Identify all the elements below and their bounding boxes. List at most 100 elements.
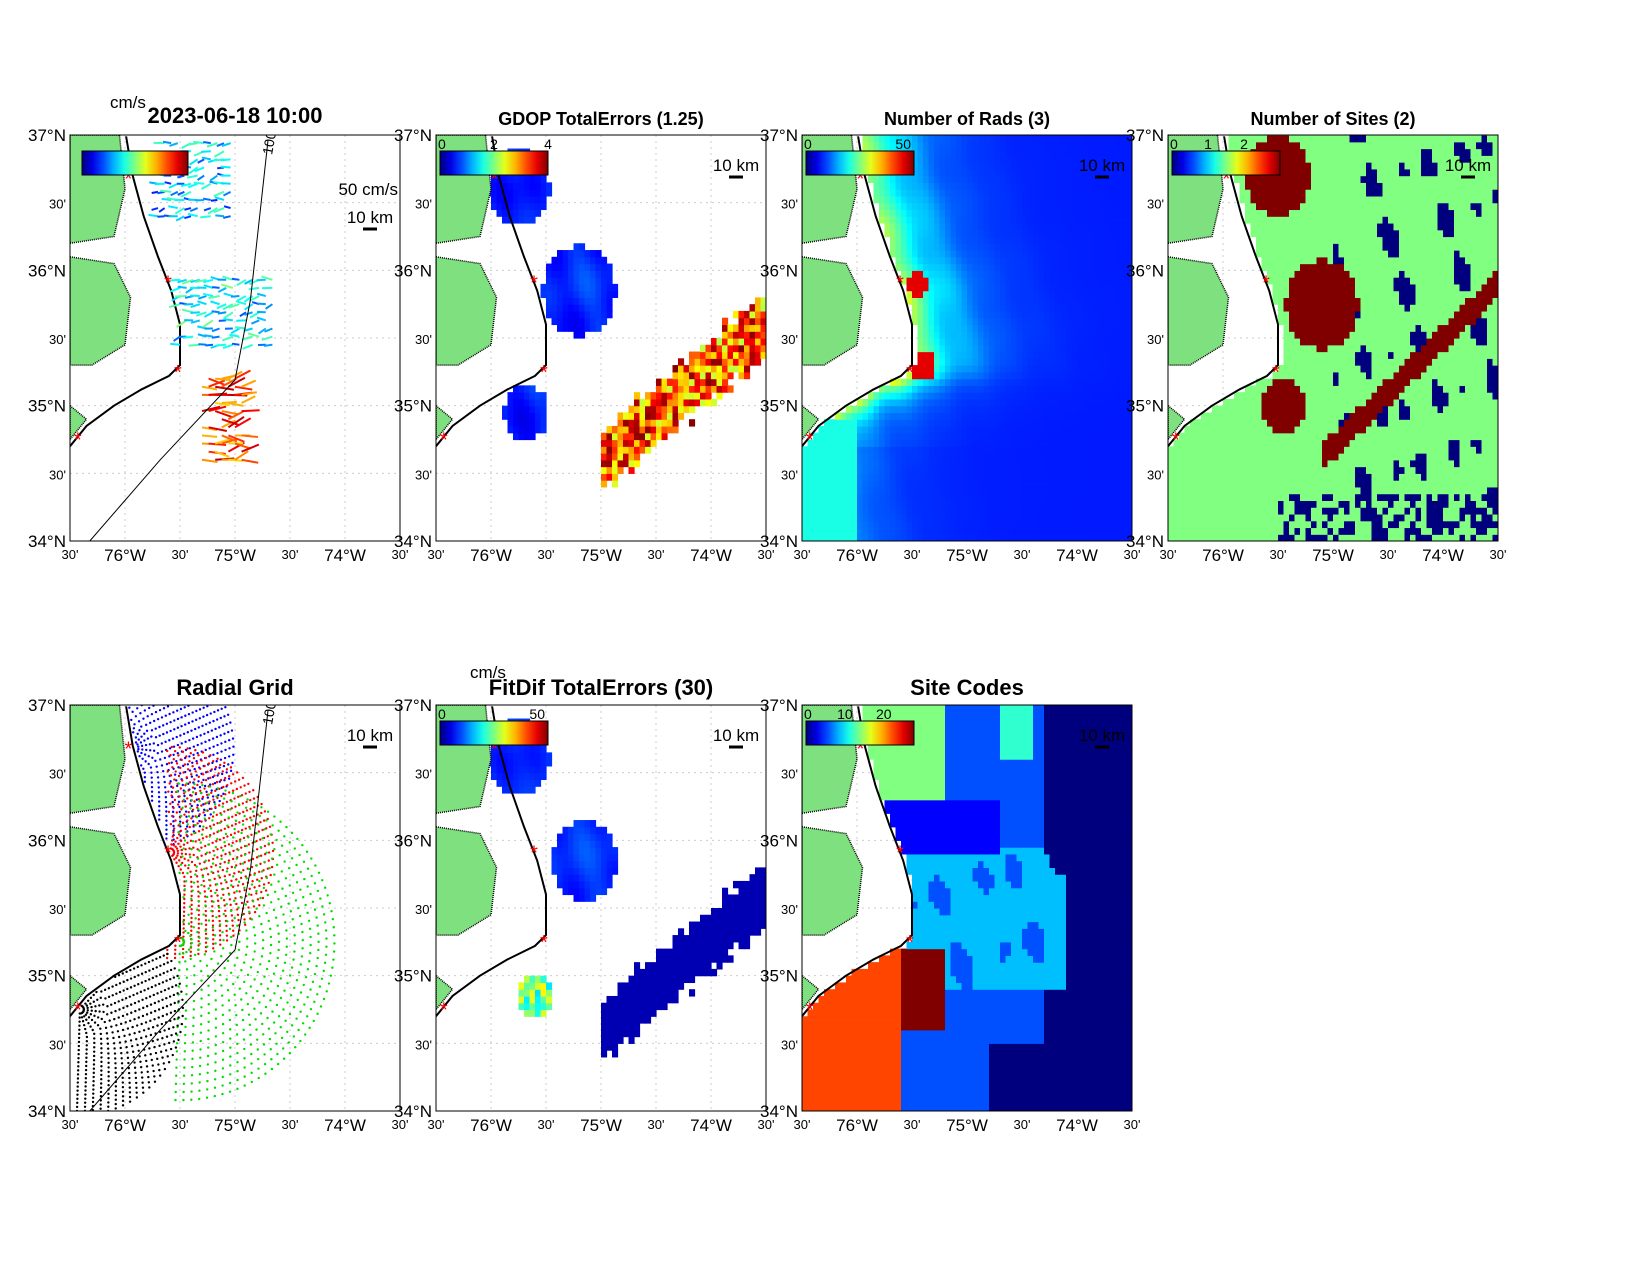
data-cell [934,440,940,447]
data-cell [1295,142,1301,149]
data-cell [1251,209,1257,216]
data-cell [717,345,723,352]
data-cell [995,237,1001,244]
data-cell [612,284,618,291]
data-cell [989,365,995,372]
data-cell [918,291,924,298]
data-cell [733,331,739,338]
data-cell [978,419,984,426]
data-cell [918,352,924,359]
data-cell [984,169,990,176]
data-cell [951,264,957,271]
data-cell [519,412,525,419]
data-cell [1121,521,1127,528]
data-cell [1033,514,1039,521]
data-cell [1017,176,1023,183]
data-cell [945,311,951,318]
data-cell [1055,284,1061,291]
data-cell [1033,385,1039,392]
data-cell [885,467,891,474]
data-cell [1033,203,1039,210]
data-cell [1105,182,1111,189]
data-cell [574,250,580,257]
data-cell [596,270,602,277]
data-cell [1028,507,1034,514]
data-cell [750,358,756,365]
data-cell [890,250,896,257]
data-cell [923,291,929,298]
data-cell [1099,135,1105,142]
current-vector [235,418,251,427]
data-cell [1223,487,1229,494]
data-cell [956,264,962,271]
panel-title: GDOP TotalErrors (1.25) [498,109,703,129]
data-cell [684,406,690,413]
data-cell [857,467,863,474]
y-tick-label: 30' [781,467,798,482]
data-cell [1207,426,1213,433]
data-cell [1061,230,1067,237]
data-cell [1240,534,1246,541]
data-cell [923,135,929,142]
data-cell [956,203,962,210]
data-cell [945,494,951,501]
data-cell [923,453,929,460]
data-cell [1256,419,1262,426]
data-cell [1011,500,1017,507]
data-cell [896,392,902,399]
current-vector [190,312,199,313]
data-cell [1110,176,1116,183]
data-cell [945,473,951,480]
data-cell [978,514,984,521]
data-cell [989,331,995,338]
data-cell [601,480,607,487]
current-vector [232,344,239,345]
data-cell [1306,162,1312,169]
data-cell [1121,446,1127,453]
data-cell [813,480,819,487]
data-cell [1017,500,1023,507]
data-cell [1050,467,1056,474]
data-cell [1044,318,1050,325]
data-cell [1088,419,1094,426]
data-cell [929,514,935,521]
data-cell [1251,223,1257,230]
data-cell [813,446,819,453]
data-cell [1110,379,1116,386]
data-cell [967,527,973,534]
data-cell [546,304,552,311]
data-cell [1017,412,1023,419]
data-cell [1083,270,1089,277]
data-cell [1044,216,1050,223]
data-cell [1039,155,1045,162]
data-cell [934,128,940,135]
data-cell [667,412,673,419]
data-cell [1000,379,1006,386]
data-cell [1050,237,1056,244]
data-cell [651,406,657,413]
data-cell [929,372,935,379]
data-cell [973,500,979,507]
current-vector [235,451,248,460]
data-cell [973,385,979,392]
data-cell [912,494,918,501]
data-cell [1278,311,1284,318]
data-cell [1061,243,1067,250]
data-cell [684,372,690,379]
data-cell [1273,264,1279,271]
data-cell [607,304,613,311]
data-cell [835,467,841,474]
data-cell [541,284,547,291]
data-cell [962,453,968,460]
data-cell [1300,446,1306,453]
data-cell [1306,534,1312,541]
data-cell [1022,284,1028,291]
data-cell [612,460,618,467]
data-cell [841,412,847,419]
data-cell [508,419,514,426]
data-cell [890,426,896,433]
data-cell [689,399,695,406]
data-cell [1245,176,1251,183]
data-cell [1262,534,1268,541]
data-cell [896,500,902,507]
